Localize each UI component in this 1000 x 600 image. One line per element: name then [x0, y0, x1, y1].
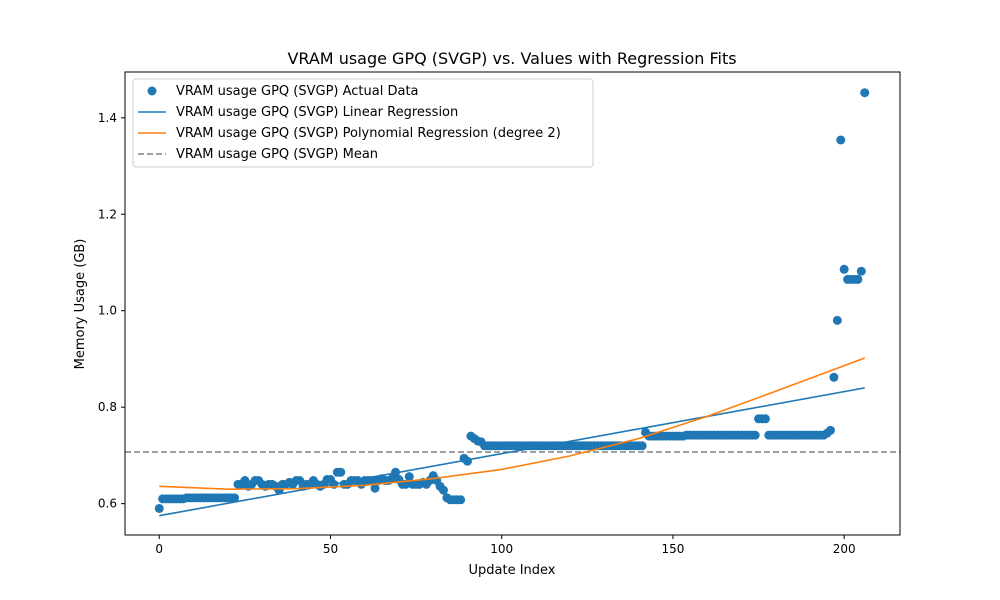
legend-label: VRAM usage GPQ (SVGP) Mean: [176, 147, 378, 162]
x-axis-label: Update Index: [468, 563, 555, 578]
y-tick-label: 1.2: [98, 207, 117, 221]
data-point: [825, 425, 835, 435]
legend-label: VRAM usage GPQ (SVGP) Actual Data: [176, 84, 419, 99]
data-point: [760, 414, 770, 424]
polynomial-regression-line: [159, 357, 866, 490]
x-tick-label: 50: [323, 542, 338, 556]
legend-label: VRAM usage GPQ (SVGP) Polynomial Regress…: [176, 126, 561, 141]
y-tick-label: 1.0: [98, 304, 117, 318]
legend-marker: [147, 86, 157, 96]
data-point: [750, 430, 760, 440]
data-point: [856, 266, 866, 276]
data-point: [438, 485, 448, 495]
x-tick-label: 0: [155, 542, 163, 556]
data-point: [456, 495, 466, 505]
data-point: [370, 483, 380, 493]
data-point: [829, 372, 839, 382]
legend-label: VRAM usage GPQ (SVGP) Linear Regression: [176, 105, 458, 120]
data-point: [336, 467, 346, 477]
data-point: [154, 503, 164, 513]
data-point: [404, 472, 414, 482]
plot-area: [125, 88, 900, 517]
data-point: [839, 264, 849, 274]
axes: 0 50 100 150 200 0.6 0.8 1.0 1.2 1.4: [98, 71, 901, 556]
y-tick-label: 0.6: [98, 497, 117, 511]
axes-frame: [124, 71, 901, 536]
legend-box: [132, 78, 594, 168]
data-point: [836, 135, 846, 145]
data-point: [853, 274, 863, 284]
data-point: [230, 493, 240, 503]
x-tick-label: 150: [661, 542, 684, 556]
y-tick-label: 0.8: [98, 400, 117, 414]
y-axis-label: Memory Usage (GB): [73, 239, 88, 370]
chart-title: VRAM usage GPQ (SVGP) vs. Values with Re…: [287, 49, 736, 68]
linear-regression-line: [159, 387, 865, 517]
data-point: [832, 315, 842, 325]
data-point: [637, 441, 647, 451]
x-tick-label: 100: [490, 542, 513, 556]
legend: VRAM usage GPQ (SVGP) Actual Data VRAM us…: [132, 78, 594, 168]
x-tick-label: 200: [833, 542, 856, 556]
y-tick-label: 1.4: [98, 111, 117, 125]
data-point: [860, 88, 870, 98]
